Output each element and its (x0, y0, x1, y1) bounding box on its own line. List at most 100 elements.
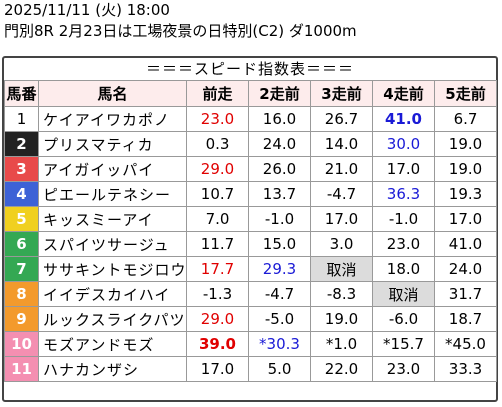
horse-name: ケイアイワカポノ (38, 106, 187, 132)
speed-index-cell: 19.3 (434, 181, 497, 207)
speed-index-cell: 3.0 (310, 231, 373, 257)
speed-index-cell: 17.0 (372, 156, 435, 182)
table-row: 7 ササキントモジロウ 17.7 29.3 取消 18.0 24.0 (4, 256, 497, 282)
speed-index-cell: 5.0 (248, 356, 311, 382)
race-header: 2025/11/11 (火) 18:00 門別8R 2月23日は工場夜景の日特別… (4, 0, 500, 42)
col-header-last: 前走 (186, 80, 249, 107)
speed-index-cell: *15.7 (372, 331, 435, 357)
speed-index-cell: 33.3 (434, 356, 497, 382)
table-row: 2 プリスマティカ 0.3 24.0 14.0 30.0 19.0 (4, 131, 497, 157)
speed-index-cell: 24.0 (434, 256, 497, 282)
speed-index-cell: -4.7 (310, 181, 373, 207)
speed-index-table: 馬番 馬名 前走 2走前 3走前 4走前 5走前 1 ケイアイワカポノ 23.0 16… (4, 80, 497, 382)
post-number: 2 (4, 131, 39, 157)
speed-index-cell: -5.0 (248, 306, 311, 332)
horse-name: ピエールテネシー (38, 181, 187, 207)
horse-name: イイデスカイハイ (38, 281, 187, 307)
speed-index-cell: 13.7 (248, 181, 311, 207)
col-header-post: 馬番 (4, 80, 39, 107)
table-row: 10 モズアンドモズ 39.0 *30.3 *1.0 *15.7 *45.0 (4, 331, 497, 357)
speed-index-cell: 36.3 (372, 181, 435, 207)
speed-index-cell: -1.0 (372, 206, 435, 232)
speed-index-cell: 26.0 (248, 156, 311, 182)
horse-name: アイガイッパイ (38, 156, 187, 182)
speed-index-cell: 23.0 (372, 231, 435, 257)
table-row: 1 ケイアイワカポノ 23.0 16.0 26.7 41.0 6.7 (4, 106, 497, 132)
horse-name: ルックスライクパツ (38, 306, 187, 332)
horse-name: モズアンドモズ (38, 331, 187, 357)
post-number: 11 (4, 356, 39, 382)
col-header-name: 馬名 (38, 80, 187, 107)
speed-index-cell: 0.3 (186, 131, 249, 157)
speed-index-cell: 17.0 (310, 206, 373, 232)
speed-index-cell: 19.0 (434, 156, 497, 182)
speed-index-cell: 10.7 (186, 181, 249, 207)
speed-index-cell: 21.0 (310, 156, 373, 182)
horse-name: ササキントモジロウ (38, 256, 187, 282)
speed-index-cell: 17.7 (186, 256, 249, 282)
speed-index-cell: 29.0 (186, 306, 249, 332)
speed-index-cell: 11.7 (186, 231, 249, 257)
speed-index-cell: 41.0 (372, 106, 435, 132)
table-row: 6 スパイツサージュ 11.7 15.0 3.0 23.0 41.0 (4, 231, 497, 257)
horse-name: スパイツサージュ (38, 231, 187, 257)
speed-index-cell: 23.0 (186, 106, 249, 132)
horse-name: キッスミーアイ (38, 206, 187, 232)
horse-name: プリスマティカ (38, 131, 187, 157)
post-number: 4 (4, 181, 39, 207)
speed-index-cell: 16.0 (248, 106, 311, 132)
speed-index-cell: *1.0 (310, 331, 373, 357)
table-row: 4 ピエールテネシー 10.7 13.7 -4.7 36.3 19.3 (4, 181, 497, 207)
speed-index-cell: 取消 (310, 256, 373, 282)
speed-index-cell: 22.0 (310, 356, 373, 382)
speed-index-cell: 19.0 (434, 131, 497, 157)
table-body: 1 ケイアイワカポノ 23.0 16.0 26.7 41.0 6.7 2 プリスマティカ 0.3 2… (4, 106, 497, 382)
speed-index-cell: 29.0 (186, 156, 249, 182)
speed-index-cell: -1.0 (248, 206, 311, 232)
col-header-4back: 4走前 (372, 80, 435, 107)
speed-index-cell: 41.0 (434, 231, 497, 257)
col-header-3back: 3走前 (310, 80, 373, 107)
post-number: 5 (4, 206, 39, 232)
speed-index-cell: -8.3 (310, 281, 373, 307)
speed-index-cell: 39.0 (186, 331, 249, 357)
speed-index-cell: -4.7 (248, 281, 311, 307)
post-number: 7 (4, 256, 39, 282)
speed-index-cell: -6.0 (372, 306, 435, 332)
speed-index-cell: 14.0 (310, 131, 373, 157)
speed-index-cell: 24.0 (248, 131, 311, 157)
speed-index-cell: -1.3 (186, 281, 249, 307)
speed-index-panel (2, 56, 498, 402)
speed-index-cell: 19.0 (310, 306, 373, 332)
speed-index-cell: 6.7 (434, 106, 497, 132)
post-number: 8 (4, 281, 39, 307)
col-header-2back: 2走前 (248, 80, 311, 107)
race-title: 門別8R 2月23日は工場夜景の日特別(C2) ダ1000m (4, 22, 357, 40)
speed-index-cell: 取消 (372, 281, 435, 307)
speed-index-cell: 26.7 (310, 106, 373, 132)
post-number: 1 (4, 106, 39, 132)
table-header-row: 馬番 馬名 前走 2走前 3走前 4走前 5走前 (4, 80, 497, 107)
speed-index-cell: 17.0 (434, 206, 497, 232)
table-row: 8 イイデスカイハイ -1.3 -4.7 -8.3 取消 31.7 (4, 281, 497, 307)
table-row: 3 アイガイッパイ 29.0 26.0 21.0 17.0 19.0 (4, 156, 497, 182)
col-header-5back: 5走前 (434, 80, 497, 107)
table-row: 11 ハナカンザシ 17.0 5.0 22.0 23.0 33.3 (4, 356, 497, 382)
post-number: 10 (4, 331, 39, 357)
horse-name: ハナカンザシ (38, 356, 187, 382)
speed-index-banner: ＝＝＝スピード指数表＝＝＝ (145, 60, 354, 78)
speed-index-cell: 30.0 (372, 131, 435, 157)
speed-index-cell: 7.0 (186, 206, 249, 232)
speed-index-cell: 29.3 (248, 256, 311, 282)
post-number: 6 (4, 231, 39, 257)
speed-index-cell: 31.7 (434, 281, 497, 307)
speed-index-cell: 17.0 (186, 356, 249, 382)
speed-index-cell: 15.0 (248, 231, 311, 257)
datetime-text: 2025/11/11 (火) 18:00 (4, 1, 170, 19)
table-row: 5 キッスミーアイ 7.0 -1.0 17.0 -1.0 17.0 (4, 206, 497, 232)
speed-index-cell: 18.7 (434, 306, 497, 332)
post-number: 9 (4, 306, 39, 332)
post-number: 3 (4, 156, 39, 182)
speed-index-cell: 23.0 (372, 356, 435, 382)
speed-index-cell: *45.0 (434, 331, 497, 357)
